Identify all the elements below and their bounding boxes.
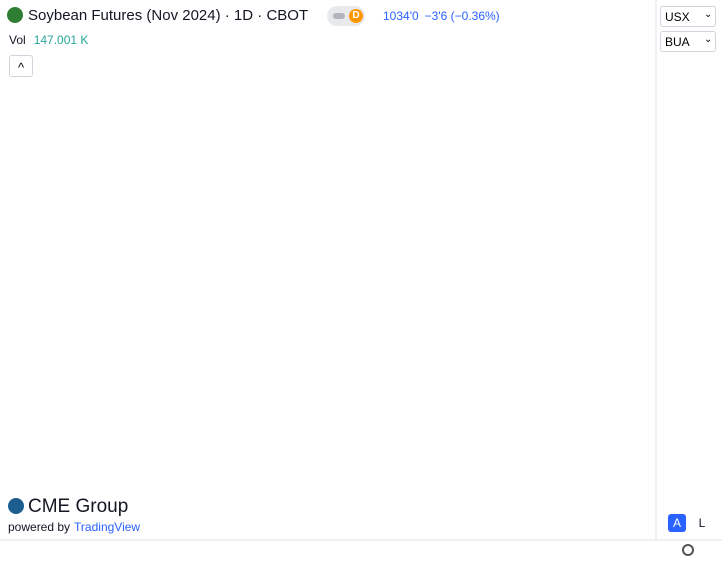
dropdown-arrow: ⌄ — [704, 9, 713, 20]
currency-select[interactable]: USX — [660, 6, 716, 27]
settings-icon[interactable] — [682, 544, 694, 556]
quote: 1034'0 −3'6 (−0.36%) — [383, 9, 500, 23]
log-scale-button[interactable]: L — [698, 516, 706, 530]
collapse-button[interactable]: ^ — [9, 55, 33, 77]
logo: CME Group — [8, 496, 128, 518]
dropdown-arrow: ⌄ — [704, 34, 713, 45]
badge-letter: D — [349, 9, 363, 23]
chart-title: Soybean Futures (Nov 2024) · 1D · CBOT — [28, 7, 309, 24]
symbol-icon — [7, 7, 23, 23]
powered-by: powered by TradingView — [8, 520, 140, 534]
platform-name: TradingView — [74, 520, 141, 534]
price-change: −3'6 (−0.36%) — [424, 9, 500, 23]
last-price: 1034'0 — [383, 9, 419, 23]
volume-title: Vol — [9, 33, 26, 47]
powered-by-text: powered by — [8, 520, 71, 534]
auto-scale-button[interactable]: A — [668, 514, 686, 532]
unit-select[interactable]: BUA — [660, 31, 716, 52]
logo-text: CME Group — [28, 496, 129, 517]
status-badge: D — [327, 6, 365, 26]
volume-value: 147.001 K — [33, 33, 89, 47]
volume-legend: Vol 147.001 K — [9, 33, 88, 47]
